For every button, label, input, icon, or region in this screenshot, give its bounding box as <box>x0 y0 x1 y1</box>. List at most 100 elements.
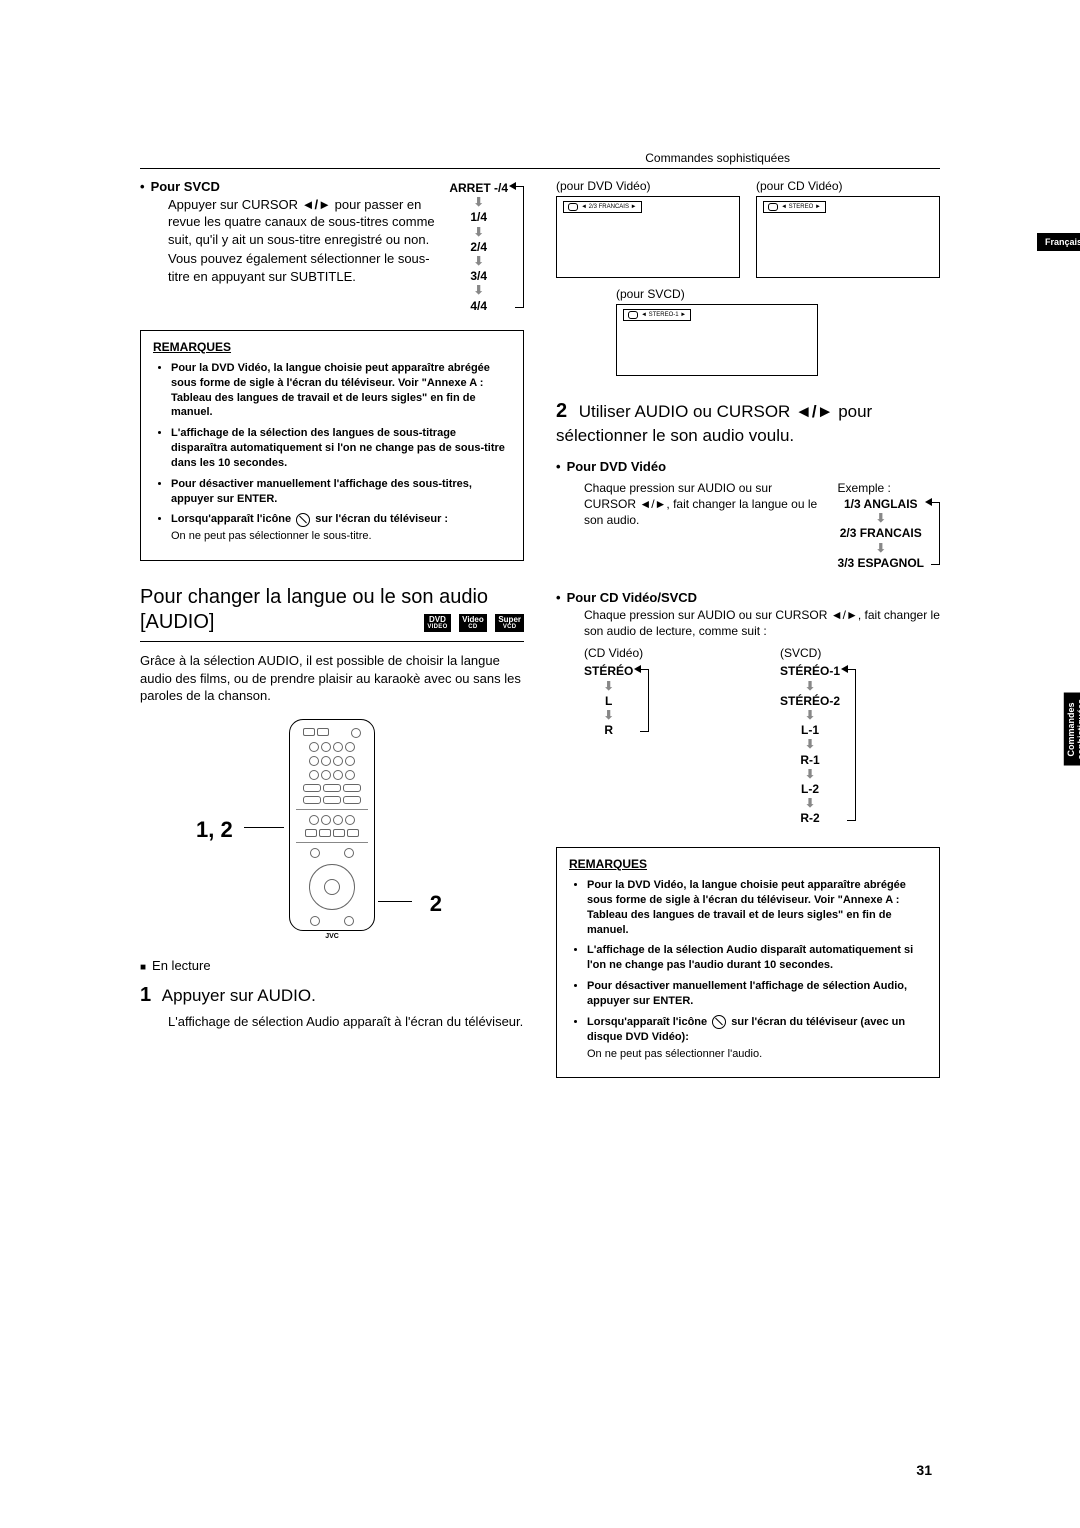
svcd-title: Pour SVCD <box>140 178 449 196</box>
remarks-title: REMARQUES <box>569 856 647 872</box>
cdsvcd-body: Chaque pression sur AUDIO ou sur CURSOR … <box>584 607 940 639</box>
disc-icon <box>568 203 578 211</box>
remarks-item: Lorsqu'apparaît l'icône sur l'écran du t… <box>587 1015 927 1062</box>
chain-item: R-1 <box>780 752 840 768</box>
down-arrow-icon: ⬇ <box>449 255 508 268</box>
screen-row-2: (pour SVCD) ◄ STEREO-1 ► <box>616 286 940 376</box>
chain-item: 2/3 FRANCAIS <box>838 525 924 541</box>
remarks-item: Pour la DVD Vidéo, la langue choisie peu… <box>587 878 927 937</box>
remarks-box-1: REMARQUES Pour la DVD Vidéo, la langue c… <box>140 330 524 561</box>
osd-bar: ◄ STEREO-1 ► <box>623 309 691 321</box>
remarks-item: L'affichage de la sélection Audio dispar… <box>587 943 927 973</box>
callout-line <box>244 827 284 828</box>
remote-control-icon: JVC <box>289 719 375 931</box>
chain-item: STÉRÉO-2 <box>780 693 840 709</box>
svcd-chain: STÉRÉO-1 ⬇ STÉRÉO-2 ⬇ L-1 ⬇ R-1 ⬇ L-2 ⬇ … <box>780 663 856 826</box>
screen-label-dvd: (pour DVD Vidéo) <box>556 178 740 194</box>
step-1-body: L'affichage de sélection Audio apparaît … <box>168 1013 524 1031</box>
section-tab: Commandessophistiquées <box>1064 693 1080 766</box>
down-arrow-icon: ⬇ <box>780 768 840 781</box>
audio-intro: Grâce à la sélection AUDIO, il est possi… <box>140 652 524 705</box>
chain-item: 1/4 <box>449 209 508 225</box>
badge-svcd: SuperVCD <box>495 614 524 632</box>
header-section: Commandes sophistiquées <box>645 150 790 166</box>
step-number: 1 <box>140 982 158 1009</box>
remarks-item: Pour la DVD Vidéo, la langue choisie peu… <box>171 361 511 420</box>
cursor-icon: ◄/► <box>795 402 838 421</box>
screen-cd: ◄ STEREO ► <box>756 196 940 278</box>
remarks-item-text: Lorsqu'apparaît l'icône sur l'écran du t… <box>587 1016 905 1043</box>
remarks-title: REMARQUES <box>153 339 231 355</box>
screen-label-cd: (pour CD Vidéo) <box>756 178 940 194</box>
cdsvcd-title: Pour CD Vidéo/SVCD <box>556 589 940 607</box>
osd-text: ◄ 2/3 FRANCAIS ► <box>581 203 637 211</box>
cursor-icon: ◄/► <box>302 197 335 212</box>
chain-item: L-2 <box>780 781 840 797</box>
osd-bar: ◄ 2/3 FRANCAIS ► <box>563 201 642 213</box>
page-number: 31 <box>916 1461 932 1480</box>
chain-item: 2/4 <box>449 239 508 255</box>
language-tab: Français <box>1037 233 1080 251</box>
down-arrow-icon: ⬇ <box>584 709 633 722</box>
remarks-item: Pour désactiver manuellement l'affichage… <box>587 979 927 1009</box>
chain-item: 4/4 <box>449 298 508 314</box>
down-arrow-icon: ⬇ <box>780 738 840 751</box>
example-label: Exemple : <box>838 480 940 496</box>
lang-chain: 1/3 ANGLAIS ⬇ 2/3 FRANCAIS ⬇ 3/3 ESPAGNO… <box>838 496 940 571</box>
osd-text: ◄ STEREO-1 ► <box>641 311 686 319</box>
stereo-chains: (CD Vidéo) STÉRÉO ⬇ L ⬇ R (SVCD) STÉRÉO-… <box>584 645 940 827</box>
chain-item: ARRET -/4 <box>449 180 508 196</box>
title-line-2: [AUDIO] <box>140 610 214 635</box>
remarks-list: Pour la DVD Vidéo, la langue choisie peu… <box>569 878 927 1061</box>
remarks-list: Pour la DVD Vidéo, la langue choisie peu… <box>153 361 511 544</box>
manual-page: Commandes sophistiquées Pour SVCD Appuye… <box>0 0 1080 1528</box>
cd-col-label: (CD Vidéo) <box>584 645 744 661</box>
screen-dvd: ◄ 2/3 FRANCAIS ► <box>556 196 740 278</box>
remarks-item-text: Lorsqu'apparaît l'icône sur l'écran du t… <box>171 513 448 525</box>
remarks-item: Pour désactiver manuellement l'affichage… <box>171 477 511 507</box>
down-arrow-icon: ⬇ <box>584 680 633 693</box>
remarks-item: Lorsqu'apparaît l'icône sur l'écran du t… <box>171 512 511 544</box>
remote-brand: JVC <box>290 932 374 941</box>
during-playback: En lecture <box>140 957 524 975</box>
step-number: 2 <box>556 398 574 425</box>
svcd-body-1a: Appuyer sur CURSOR <box>168 197 298 212</box>
chain-item: STÉRÉO-1 <box>780 663 840 679</box>
chain-item: STÉRÉO <box>584 663 633 679</box>
prohibit-icon <box>296 513 310 527</box>
chain-item: 3/3 ESPAGNOL <box>838 555 924 571</box>
chain-item: R-2 <box>780 810 840 826</box>
disc-badges: DVDVIDEO VideoCD SuperVCD <box>421 610 524 635</box>
dvd-example: Exemple : 1/3 ANGLAIS ⬇ 2/3 FRANCAIS ⬇ 3… <box>838 480 940 571</box>
down-arrow-icon: ⬇ <box>838 542 924 555</box>
right-column: Français Commandessophistiquées (pour DV… <box>556 178 940 1078</box>
down-arrow-icon: ⬇ <box>780 797 840 810</box>
screen-row-1: (pour DVD Vidéo) ◄ 2/3 FRANCAIS ► (pour … <box>556 178 940 278</box>
osd-text: ◄ STEREO ► <box>781 203 821 211</box>
disc-icon <box>628 311 638 319</box>
chain-item: 3/4 <box>449 268 508 284</box>
dvd-audio-title: Pour DVD Vidéo <box>556 458 940 476</box>
dvd-audio-body: Chaque pression sur AUDIO ou sur CURSOR … <box>584 480 820 529</box>
badge-vcd: VideoCD <box>459 614 487 632</box>
remarks-tail: On ne peut pas sélectionner l'audio. <box>587 1047 927 1062</box>
audio-section-title: Pour changer la langue ou le son audio [… <box>140 585 524 635</box>
arret-chain: ARRET -/4 ⬇ 1/4 ⬇ 2/4 ⬇ 3/4 ⬇ 4/4 <box>449 180 524 314</box>
remarks-tail: On ne peut pas sélectionner le sous-titr… <box>171 529 511 544</box>
left-column: Pour SVCD Appuyer sur CURSOR ◄/► pour pa… <box>140 178 524 1078</box>
badge-dvd: DVDVIDEO <box>424 614 450 632</box>
remote-callout-left: 1, 2 <box>196 815 233 845</box>
remarks-box-2: REMARQUES Pour la DVD Vidéo, la langue c… <box>556 847 940 1078</box>
down-arrow-icon: ⬇ <box>449 226 508 239</box>
svcd-block: Pour SVCD Appuyer sur CURSOR ◄/► pour pa… <box>140 178 524 314</box>
step-2-pre: Utiliser AUDIO ou CURSOR <box>579 402 791 421</box>
chain-item: 1/3 ANGLAIS <box>838 496 924 512</box>
remarks-item: L'affichage de la sélection des langues … <box>171 426 511 471</box>
disc-icon <box>768 203 778 211</box>
chain-item: L <box>584 693 633 709</box>
down-arrow-icon: ⬇ <box>780 709 840 722</box>
svcd-col-label: (SVCD) <box>780 645 940 661</box>
chain-item: R <box>584 722 633 738</box>
header-rule <box>140 168 940 169</box>
down-arrow-icon: ⬇ <box>449 284 508 297</box>
